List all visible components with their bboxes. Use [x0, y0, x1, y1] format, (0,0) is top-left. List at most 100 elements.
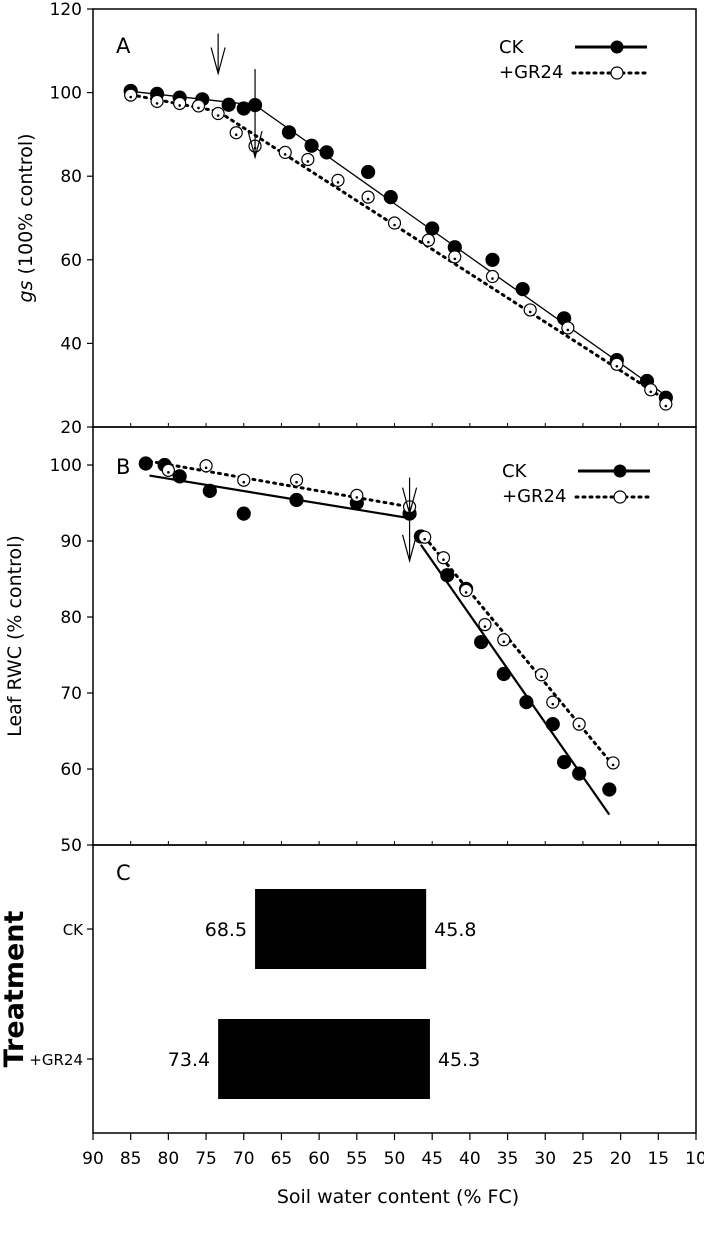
ck-point: [572, 766, 587, 781]
x-tick-label: 10: [685, 1149, 704, 1169]
ck-point: [519, 695, 534, 710]
gr24-point: [644, 383, 658, 397]
ck-point: [440, 568, 455, 583]
panel-a-ylabel: gs (100% control): [15, 133, 37, 302]
y-tick-label: 40: [60, 334, 82, 354]
gr24-point: [211, 106, 225, 121]
range-start-label: 68.5: [205, 919, 247, 941]
gr24-point-dot: [551, 702, 555, 706]
gr24-point: [572, 717, 586, 731]
legend-ck-label: CK: [499, 37, 525, 58]
gr24-point: [485, 269, 500, 284]
gr24-point-dot: [355, 496, 359, 499]
gr24-point: [161, 463, 175, 477]
gr24-point-dot: [216, 114, 220, 117]
y-tick-label: 70: [60, 684, 82, 704]
x-tick-label: 15: [647, 1149, 669, 1169]
gr24-point-dot: [427, 240, 430, 244]
gr24-point-dot: [566, 328, 570, 332]
gr24-point: [237, 473, 251, 487]
range-end-label: 45.8: [434, 919, 476, 941]
ck-point: [545, 717, 560, 732]
ck-point: [496, 666, 511, 682]
gr24-point-dot: [234, 133, 238, 137]
category-label: CK: [63, 921, 84, 939]
y-tick-label: 20: [60, 418, 82, 438]
legend-gr24-label: +GR24: [499, 62, 563, 83]
gr24-point: [124, 88, 138, 102]
gr24-point: [523, 303, 537, 317]
panel-a-letter: A: [116, 34, 131, 58]
gr24-point: [459, 583, 473, 598]
x-axis-title: Soil water content (% FC): [277, 1186, 519, 1208]
ck-point: [556, 755, 572, 770]
arrow-head: [210, 47, 226, 76]
ck-point: [172, 469, 187, 484]
gr24-point-dot: [464, 591, 468, 594]
gr24-point: [150, 94, 164, 108]
x-tick-label: 80: [158, 1149, 180, 1169]
x-tick-label: 60: [308, 1149, 330, 1169]
category-label: +GR24: [29, 1051, 83, 1069]
x-tick-label: 35: [497, 1149, 519, 1169]
y-tick-label: 100: [50, 456, 82, 476]
panel-b-letter: B: [116, 455, 130, 479]
legend-gr24-label: +GR24: [502, 486, 566, 507]
x-tick-label: 50: [384, 1149, 406, 1169]
gr24-point-dot: [611, 763, 615, 767]
gr24-point-dot: [502, 640, 506, 644]
ck-point: [602, 782, 617, 797]
gr24-point: [278, 145, 292, 159]
panel-c-plot: CK +GR24 68.5 45.8 73.4 45.3 90 85 80 75 70 65 60 55 5…: [29, 889, 704, 1169]
range-start-label: 73.4: [168, 1049, 210, 1071]
legend-gr24-marker: [613, 490, 627, 504]
arrow-head: [401, 534, 418, 564]
y-tick-label: 80: [60, 608, 82, 628]
x-tick-label: 20: [610, 1149, 632, 1169]
y-tick-label: 60: [60, 251, 82, 271]
panel-b-ylabel: Leaf RWC (% control): [4, 535, 26, 737]
range-bar: [218, 1019, 430, 1099]
x-tick-label: 85: [120, 1149, 142, 1169]
gr24-point-dot: [423, 537, 426, 541]
ck-point: [138, 456, 153, 471]
gr24-point: [361, 190, 375, 204]
range-end-label: 45.3: [438, 1049, 480, 1071]
legend-ck-marker: [610, 40, 624, 54]
gr24-point: [173, 96, 187, 111]
y-tick-label: 120: [50, 0, 82, 20]
legend-gr24-marker: [610, 66, 624, 80]
x-tick-label: 30: [534, 1149, 556, 1169]
gr24-point-dot: [155, 102, 159, 105]
gr24-point-dot: [664, 404, 668, 408]
gr24-point-dot: [453, 257, 457, 261]
y-tick-label: 90: [60, 532, 82, 552]
gr24-point-dot: [528, 310, 532, 314]
ck-point: [361, 164, 376, 180]
gr24-fit-line: [129, 93, 668, 402]
gr24-point: [436, 551, 451, 565]
x-tick-label: 75: [195, 1149, 217, 1169]
gr24-point: [350, 488, 364, 502]
gr24-point-dot: [577, 724, 581, 728]
range-bar: [255, 889, 427, 969]
gr24-point-dot: [540, 675, 543, 679]
y-tick-label: 60: [60, 760, 82, 780]
gr24-point-dot: [649, 390, 653, 394]
y-tick-label: 50: [60, 836, 82, 856]
gr24-point: [331, 173, 345, 187]
gr24-point: [448, 250, 462, 264]
gr24-point: [421, 233, 436, 247]
arrow-head: [401, 487, 418, 516]
ck-point: [474, 634, 489, 650]
ck-point: [425, 221, 440, 236]
gr24-point: [418, 530, 432, 544]
ck-point: [202, 483, 217, 498]
ck-point: [485, 252, 500, 267]
ck-point: [304, 138, 319, 153]
gr24-point-dot: [615, 365, 619, 368]
gr24-point: [199, 459, 213, 473]
gr24-point-dot: [306, 160, 310, 163]
panel-a-plot: 20 40 60 80 100 120 CK +GR24: [50, 0, 697, 438]
x-tick-label: 55: [346, 1149, 368, 1169]
